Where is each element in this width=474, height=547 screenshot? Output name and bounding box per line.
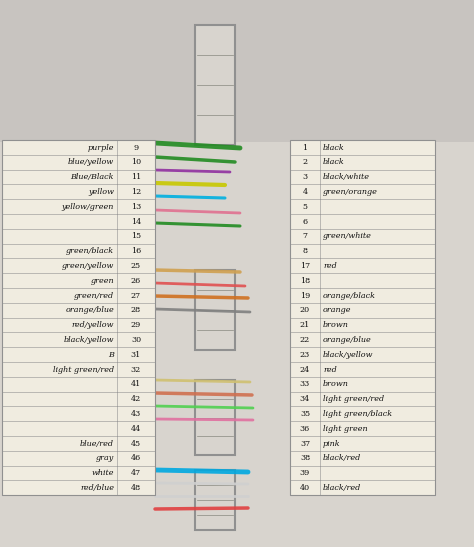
Text: 6: 6 [302, 218, 308, 226]
Text: 36: 36 [300, 425, 310, 433]
Text: brown: brown [323, 321, 349, 329]
Text: red: red [323, 262, 337, 270]
Bar [195, 470, 235, 530]
Text: 5: 5 [302, 203, 308, 211]
Text: 46: 46 [131, 455, 141, 463]
Text: white: white [91, 469, 114, 478]
Text: 25: 25 [131, 262, 141, 270]
Text: red/blue: red/blue [80, 484, 114, 492]
Text: red/yellow: red/yellow [72, 321, 114, 329]
Text: 40: 40 [300, 484, 310, 492]
Text: orange/black: orange/black [323, 292, 376, 300]
Text: 33: 33 [300, 381, 310, 388]
Text: black/red: black/red [323, 484, 361, 492]
Text: 45: 45 [131, 440, 141, 447]
Text: 3: 3 [302, 173, 308, 181]
Text: blue/yellow: blue/yellow [68, 159, 114, 166]
Text: black/yellow: black/yellow [323, 351, 374, 359]
Text: 13: 13 [131, 203, 141, 211]
Text: 43: 43 [131, 410, 141, 418]
Text: green/red: green/red [74, 292, 114, 300]
Text: black: black [323, 159, 345, 166]
Bar [2, 140, 155, 495]
Text: orange/blue: orange/blue [323, 336, 372, 344]
Text: black/white: black/white [323, 173, 370, 181]
Text: green/yellow: green/yellow [62, 262, 114, 270]
Text: 47: 47 [131, 469, 141, 478]
Text: 8: 8 [302, 247, 308, 255]
Text: orange: orange [323, 306, 352, 315]
Text: 15: 15 [131, 232, 141, 241]
Text: 26: 26 [131, 277, 141, 285]
Text: green/orange: green/orange [323, 188, 378, 196]
Text: black: black [323, 144, 345, 152]
Bar [0, 0, 474, 142]
Text: 48: 48 [131, 484, 141, 492]
Text: black/red: black/red [323, 455, 361, 463]
Text: 10: 10 [131, 159, 141, 166]
Text: orange/blue: orange/blue [65, 306, 114, 315]
Text: light green/black: light green/black [323, 410, 392, 418]
Text: 12: 12 [131, 188, 141, 196]
Text: purple: purple [88, 144, 114, 152]
Text: 14: 14 [131, 218, 141, 226]
Text: 23: 23 [300, 351, 310, 359]
Text: 7: 7 [302, 232, 308, 241]
Text: 4: 4 [302, 188, 308, 196]
Bar [290, 140, 435, 495]
Bar [195, 380, 235, 455]
Text: 38: 38 [300, 455, 310, 463]
Text: green: green [91, 277, 114, 285]
Text: 37: 37 [300, 440, 310, 447]
Text: 21: 21 [300, 321, 310, 329]
Text: light green/red: light green/red [323, 395, 384, 403]
Text: 41: 41 [131, 381, 141, 388]
Text: yellow: yellow [88, 188, 114, 196]
Text: 31: 31 [131, 351, 141, 359]
Text: light green: light green [323, 425, 368, 433]
Text: green/black: green/black [66, 247, 114, 255]
Text: 11: 11 [131, 173, 141, 181]
Text: 20: 20 [300, 306, 310, 315]
Text: 16: 16 [131, 247, 141, 255]
Text: gray: gray [96, 455, 114, 463]
Text: 29: 29 [131, 321, 141, 329]
Text: 28: 28 [131, 306, 141, 315]
Text: Blue/Black: Blue/Black [71, 173, 114, 181]
Text: 24: 24 [300, 366, 310, 374]
Text: yellow/green: yellow/green [62, 203, 114, 211]
Text: 17: 17 [300, 262, 310, 270]
Text: 42: 42 [131, 395, 141, 403]
Text: green/white: green/white [323, 232, 372, 241]
Text: 30: 30 [131, 336, 141, 344]
Text: 32: 32 [131, 366, 141, 374]
Text: 9: 9 [134, 144, 138, 152]
Text: pink: pink [323, 440, 341, 447]
Text: 18: 18 [300, 277, 310, 285]
Text: 27: 27 [131, 292, 141, 300]
Text: brown: brown [323, 381, 349, 388]
Text: 44: 44 [131, 425, 141, 433]
Text: 19: 19 [300, 292, 310, 300]
Text: 22: 22 [300, 336, 310, 344]
Text: black/yellow: black/yellow [64, 336, 114, 344]
Text: 35: 35 [300, 410, 310, 418]
Text: 2: 2 [302, 159, 308, 166]
Text: red: red [323, 366, 337, 374]
Text: B: B [108, 351, 114, 359]
Text: light green/red: light green/red [53, 366, 114, 374]
Bar [0, 142, 474, 547]
Bar [195, 270, 235, 350]
Text: 1: 1 [302, 144, 308, 152]
Text: 39: 39 [300, 469, 310, 478]
Text: blue/red: blue/red [80, 440, 114, 447]
Text: 34: 34 [300, 395, 310, 403]
Bar [195, 25, 235, 145]
